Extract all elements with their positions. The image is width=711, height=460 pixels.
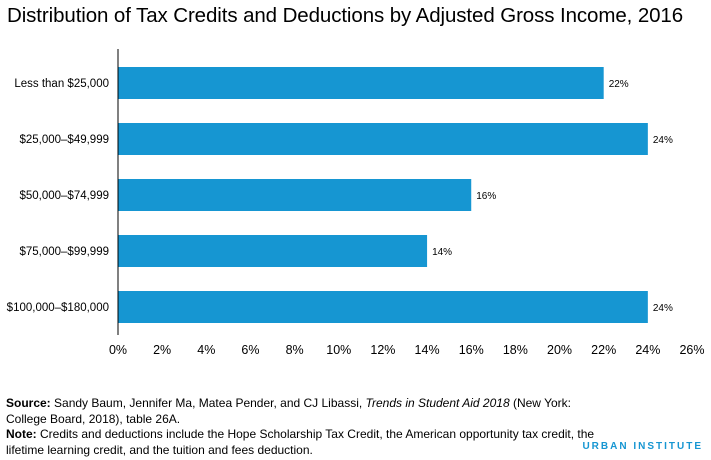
x-tick-label-7: 14% [415,343,440,357]
bar-0 [118,67,604,99]
category-labels-layer: Less than $25,000 $25,000–$49,999 $50,000–… [7,78,109,314]
bars-layer [118,67,648,323]
data-label-0: 22% [609,79,629,90]
x-tick-label-4: 8% [286,343,304,357]
data-labels-layer: 22% 24% 16% 14% 24% [432,79,673,314]
bar-4 [118,291,648,323]
category-label-0: Less than $25,000 [14,78,109,90]
chart-title: Distribution of Tax Credits and Deductio… [7,4,684,27]
note: Note: Credits and deductions include the… [6,427,606,458]
x-tick-label-1: 2% [153,343,171,357]
x-tick-label-9: 18% [503,343,528,357]
x-tick-label-0: 0% [109,343,127,357]
note-lead: Note: [6,427,37,441]
category-label-1: $25,000–$49,999 [19,134,109,146]
x-tick-label-2: 4% [197,343,215,357]
bar-1 [118,123,648,155]
data-label-4: 24% [653,303,673,314]
x-tick-label-3: 6% [241,343,259,357]
x-tick-label-5: 10% [326,343,351,357]
data-label-2: 16% [476,191,496,202]
footnotes: Source: Sandy Baum, Jennifer Ma, Matea P… [6,396,606,458]
bar-2 [118,179,472,211]
x-tick-label-11: 22% [591,343,616,357]
x-tick-label-12: 24% [635,343,660,357]
x-tick-label-13: 26% [679,343,704,357]
category-label-3: $75,000–$99,999 [19,246,109,258]
brand-logo: URBAN INSTITUTE [582,441,703,452]
x-tick-label-8: 16% [459,343,484,357]
data-label-3: 14% [432,247,452,258]
x-tick-label-6: 12% [370,343,395,357]
bar-3 [118,235,428,267]
x-tick-label-10: 20% [547,343,572,357]
bar-chart: Less than $25,000 $25,000–$49,999 $50,000–… [7,49,705,357]
source-lead: Source: [6,396,51,410]
source-text-2: (New York: College Board, 2018), table 2… [6,396,571,426]
category-label-4: $100,000–$180,000 [7,302,109,314]
source-text-1: Sandy Baum, Jennifer Ma, Matea Pender, a… [50,396,366,410]
source-title: Trends in Student Aid 2018 [365,396,510,410]
data-label-1: 24% [653,135,673,146]
category-label-2: $50,000–$74,999 [19,190,109,202]
source-note: Source: Sandy Baum, Jennifer Ma, Matea P… [6,396,606,427]
note-text: Credits and deductions include the Hope … [6,427,595,457]
x-ticks-layer: 0% 2% 4% 6% 8% 10% 12% 14% 16% 18% 20% 22% 24% 26% [109,343,705,357]
